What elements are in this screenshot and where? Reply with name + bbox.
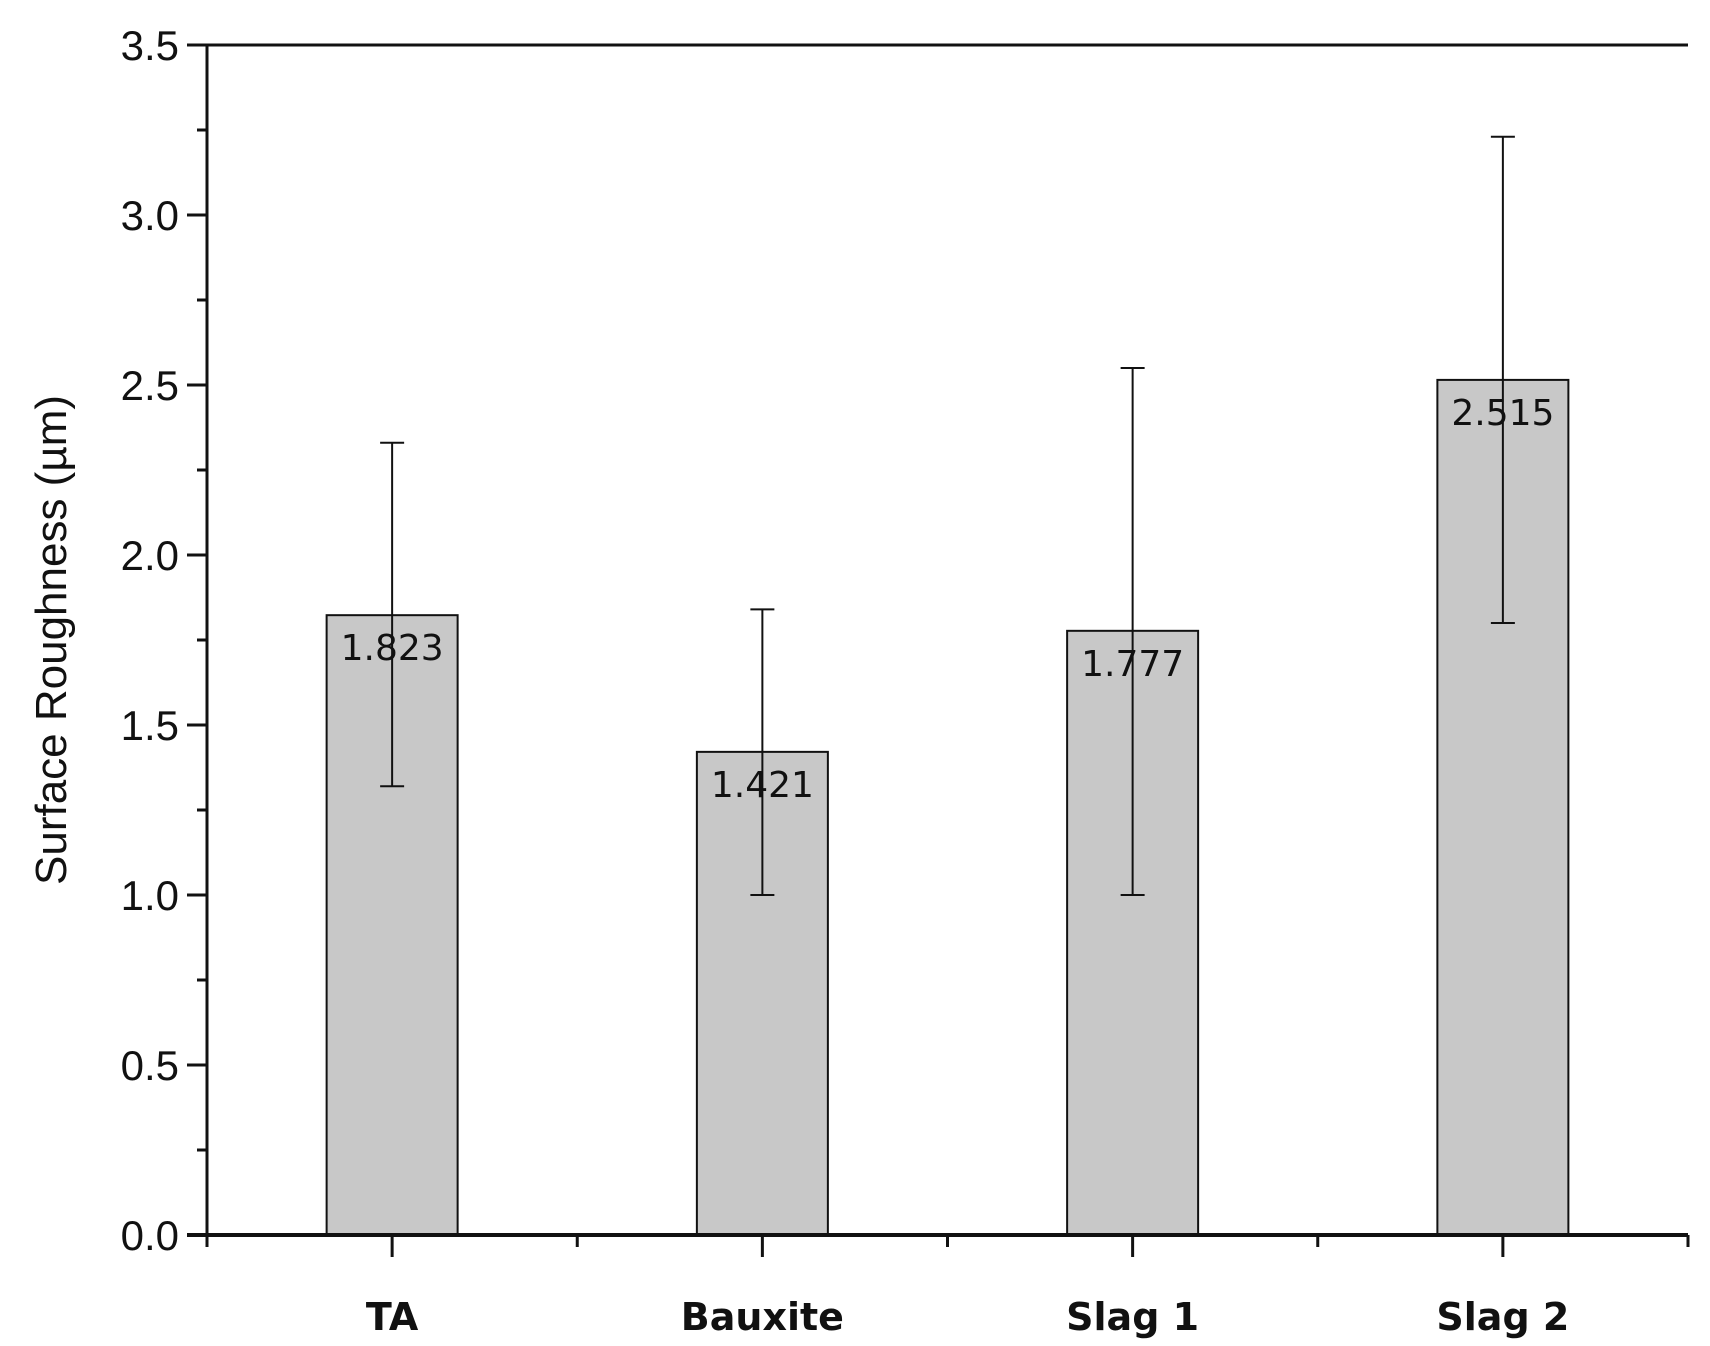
y-tick-label-3: 1.5 [121, 702, 179, 749]
y-tick-label-2: 1.0 [121, 872, 179, 919]
data-label-3: 2.515 [1451, 393, 1554, 434]
y-tick-label-4: 2.0 [121, 532, 179, 579]
y-tick-label-6: 3.0 [121, 192, 179, 239]
x-tick-label-1: Bauxite [681, 1295, 844, 1339]
data-label-1: 1.421 [711, 765, 814, 806]
data-label-2: 1.777 [1081, 644, 1184, 685]
y-axis-title: Surface Roughness (µm) [27, 395, 76, 885]
data-label-0: 1.823 [341, 628, 444, 669]
y-tick-label-7: 3.5 [121, 22, 179, 69]
x-tick-label-3: Slag 2 [1436, 1295, 1569, 1339]
y-tick-label-5: 2.5 [121, 362, 179, 409]
y-tick-label-0: 0.0 [121, 1212, 179, 1259]
x-tick-label-2: Slag 1 [1066, 1295, 1199, 1339]
x-tick-label-0: TA [366, 1295, 419, 1339]
y-tick-label-1: 0.5 [121, 1042, 179, 1089]
